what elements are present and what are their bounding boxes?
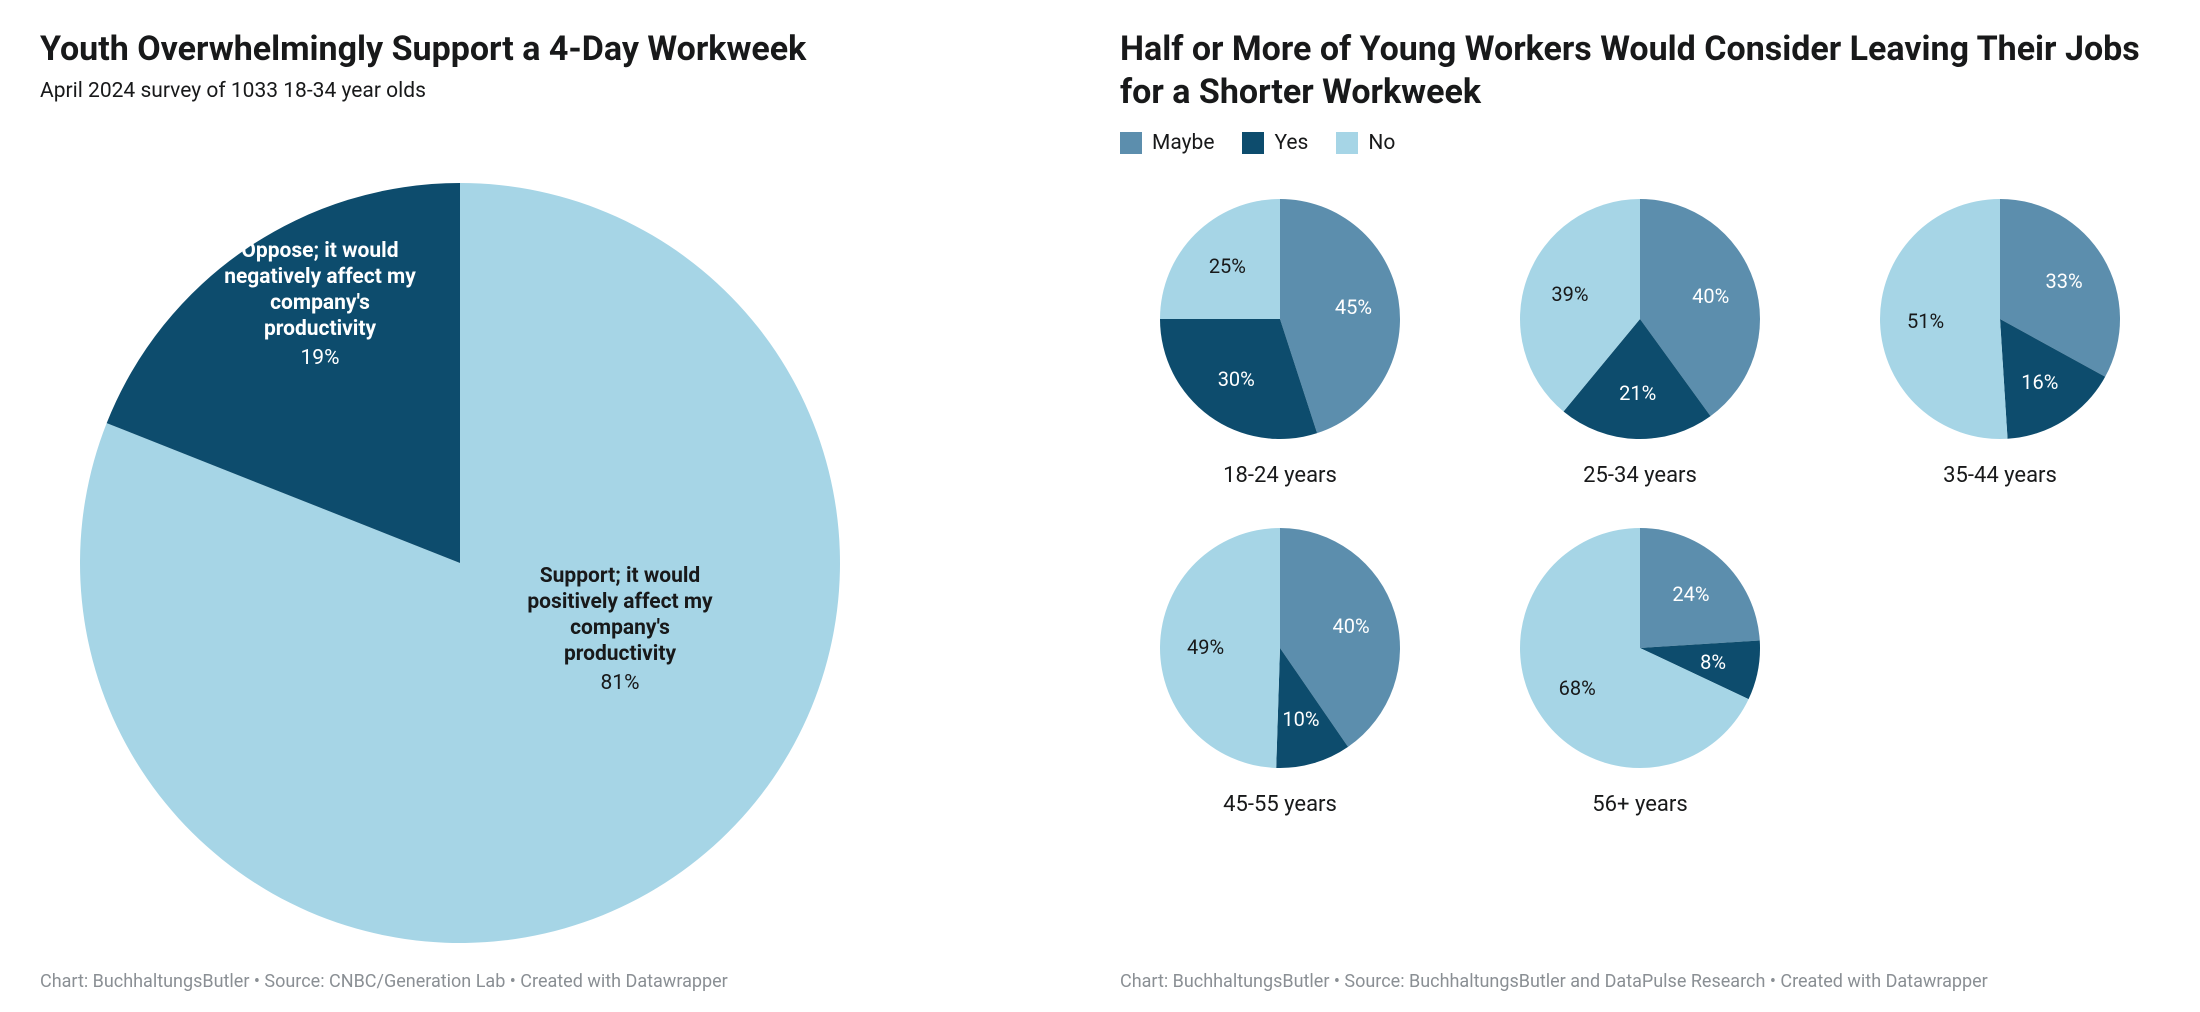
legend-item-maybe: Maybe (1120, 131, 1214, 155)
age-caption: 25-34 years (1583, 463, 1697, 488)
left-title: Youth Overwhelmingly Support a 4-Day Wor… (40, 28, 1100, 71)
legend-item-yes: Yes (1242, 131, 1308, 155)
left-panel: Youth Overwhelmingly Support a 4-Day Wor… (40, 28, 1100, 1012)
small-pie-wrap: 24%8%68% (1510, 518, 1770, 778)
age-pie-18-24-years: 45%30%25% 18-24 years (1120, 189, 1440, 488)
pie-slice-label-oppose: Oppose; it wouldnegatively affect mycomp… (190, 238, 450, 371)
right-footer: Chart: BuchhaltungsButler • Source: Buch… (1120, 969, 2160, 994)
right-title: Half or More of Young Workers Would Cons… (1120, 28, 2160, 113)
left-footer: Chart: BuchhaltungsButler • Source: CNBC… (40, 969, 1100, 994)
age-pie-56+-years: 24%8%68% 56+ years (1480, 518, 1800, 817)
page: Youth Overwhelmingly Support a 4-Day Wor… (0, 0, 2200, 1012)
pie-slice-label-support: Support; it wouldpositively affect mycom… (490, 563, 750, 696)
small-pie-wrap: 33%16%51% (1870, 189, 2130, 449)
small-pie-svg (1150, 518, 1410, 778)
age-caption: 45-55 years (1223, 792, 1337, 817)
slice-no (1160, 199, 1280, 319)
small-pie-wrap: 40%10%49% (1150, 518, 1410, 778)
age-caption: 35-44 years (1943, 463, 2057, 488)
legend-item-no: No (1336, 131, 1395, 155)
small-pie-wrap: 40%21%39% (1510, 189, 1770, 449)
small-pie-svg (1150, 189, 1410, 449)
small-pie-grid: 45%30%25% 18-24 years 40%21%39% 25-34 years… (1120, 189, 2160, 817)
legend-swatch-icon (1120, 132, 1142, 154)
small-pie-svg (1510, 189, 1770, 449)
small-pie-wrap: 45%30%25% (1150, 189, 1410, 449)
left-chart-area: Support; it wouldpositively affect mycom… (40, 103, 1100, 969)
legend-swatch-icon (1336, 132, 1358, 154)
legend: Maybe Yes No (1120, 131, 2160, 155)
support-oppose-pie (60, 143, 860, 943)
legend-swatch-icon (1242, 132, 1264, 154)
left-subtitle: April 2024 survey of 1033 18-34 year old… (40, 79, 1100, 103)
age-pie-25-34-years: 40%21%39% 25-34 years (1480, 189, 1800, 488)
small-pie-svg (1870, 189, 2130, 449)
right-panel: Half or More of Young Workers Would Cons… (1100, 28, 2160, 1012)
age-caption: 18-24 years (1223, 463, 1337, 488)
slice-no (1880, 199, 2008, 439)
legend-label: No (1368, 131, 1395, 155)
age-caption: 56+ years (1592, 792, 1687, 817)
small-pie-svg (1510, 518, 1770, 778)
slice-maybe (1640, 528, 1760, 648)
legend-label: Maybe (1152, 131, 1214, 155)
age-pie-45-55-years: 40%10%49% 45-55 years (1120, 518, 1440, 817)
slice-no (1160, 528, 1280, 768)
legend-label: Yes (1274, 131, 1308, 155)
age-pie-35-44-years: 33%16%51% 35-44 years (1840, 189, 2160, 488)
